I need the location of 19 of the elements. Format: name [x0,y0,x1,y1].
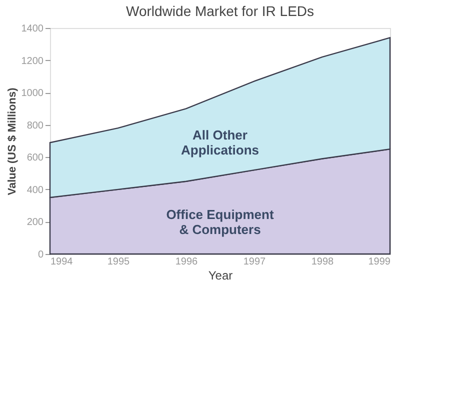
y-tick-label: 600 [26,152,44,164]
x-axis-title: Year [208,268,233,282]
y-tick-label: 0 [38,250,44,260]
y-tick-label: 200 [26,217,44,228]
x-tick-label: 1999 [368,256,391,268]
y-tick-label: 1000 [21,88,44,100]
x-tick-label: 1994 [50,256,74,268]
chart-title: Worldwide Market for IR LEDs [126,3,314,19]
x-tick-label: 1998 [311,256,334,268]
x-tick-label: 1995 [107,256,130,268]
series-label: All Other Applications [180,127,260,158]
y-tick-label: 1400 [21,24,44,34]
series-label: Office Equipment & Computers [166,206,274,237]
y-tick-label: 1200 [21,56,44,67]
y-axis-title: Value (US $ Millions) [6,87,18,196]
y-tick-label: 800 [26,120,44,132]
y-tick-label: 400 [26,184,44,196]
x-tick-label: 1997 [243,256,266,268]
x-tick-label: 1996 [175,256,198,268]
